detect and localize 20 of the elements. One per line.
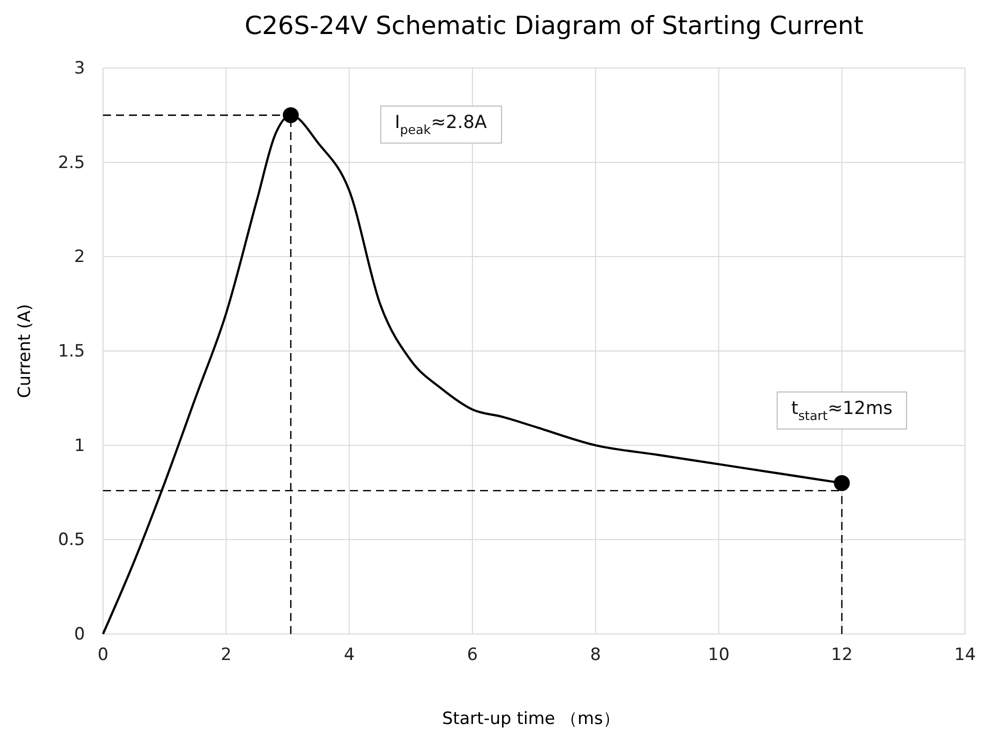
annotation: t$_{start}$≈12ms — [791, 398, 893, 424]
chart-title: C26S-24V Schematic Diagram of Starting Current — [244, 11, 864, 40]
y-tick-label: 1 — [74, 436, 85, 456]
y-tick-label: 2 — [74, 247, 85, 268]
x-tick-label: 6 — [467, 645, 478, 666]
annotation: I$_{peak}$≈2.8A — [394, 112, 488, 138]
x-tick-label: 10 — [708, 645, 730, 666]
x-tick-label: 4 — [344, 645, 355, 666]
y-axis-title: Current (A) — [15, 304, 35, 398]
y-tick-label: 3 — [74, 58, 85, 78]
x-tick-label: 2 — [220, 645, 232, 666]
y-tick-label: 1.5 — [58, 341, 85, 362]
x-tick-label: 8 — [590, 645, 601, 666]
y-tick-label: 0 — [74, 624, 85, 644]
x-tick-label: 0 — [98, 645, 108, 666]
x-axis-title: Start-up time （ms） — [442, 709, 620, 729]
y-tick-label: 2.5 — [58, 152, 85, 173]
x-tick-label: 14 — [954, 645, 976, 666]
x-tick-label: 12 — [831, 645, 853, 666]
y-tick-label: 0.5 — [58, 530, 85, 550]
